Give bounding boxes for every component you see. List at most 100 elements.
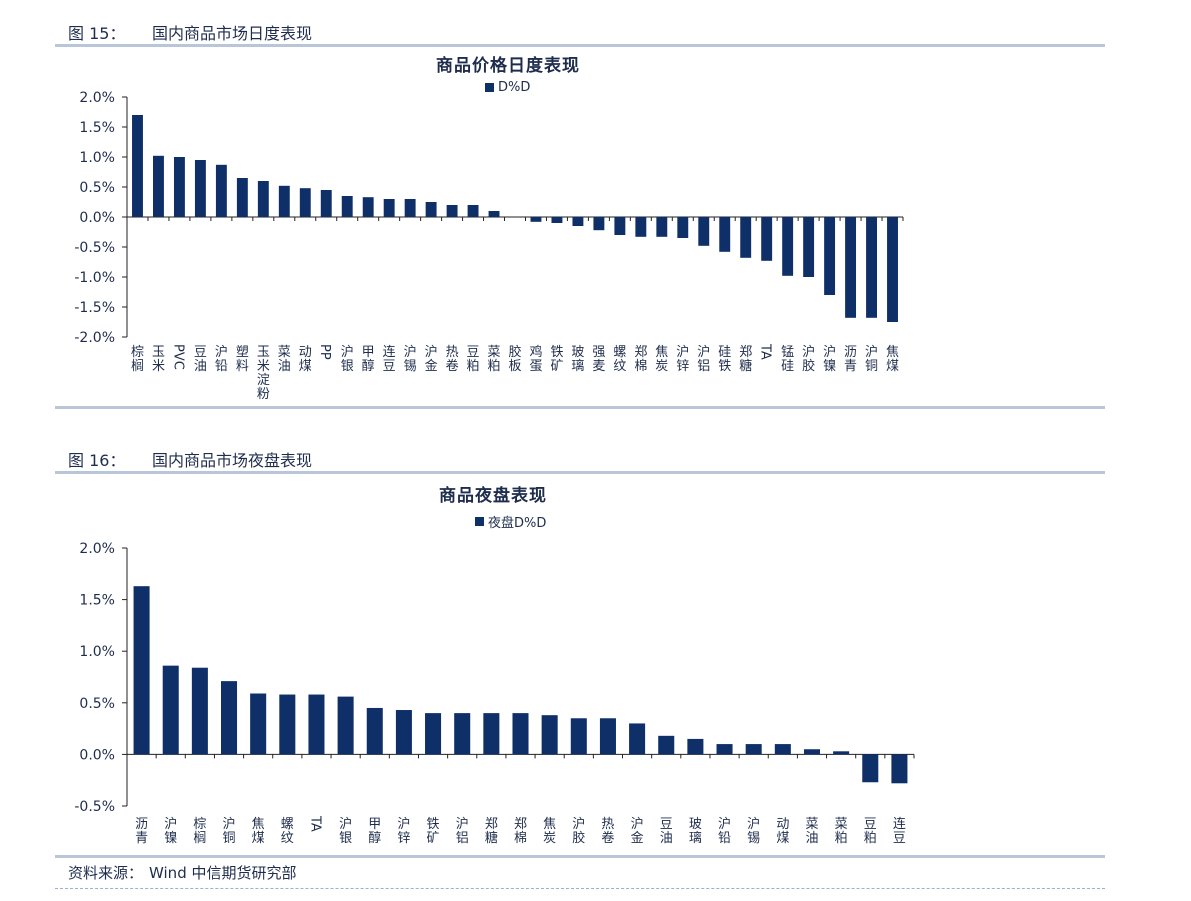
chart-2-bar (308, 694, 325, 755)
chart-1-bar (656, 217, 668, 237)
chart-2-title: 商品夜盘表现 (439, 486, 547, 506)
chart-2-legend: 夜盘D%D (475, 512, 546, 531)
chart-2-category-label: 甲醇 (368, 817, 381, 846)
chart-1-category-label: 焦炭 (655, 345, 668, 374)
chart-2-bar (570, 718, 587, 755)
chart-1-category-label: 菜粕 (488, 345, 501, 374)
chart-1-bar (425, 202, 437, 217)
chart-1-category-label: 玻璃 (571, 345, 584, 374)
chart-1-bar (446, 205, 458, 217)
chart-2-bar (454, 713, 471, 755)
chart-1-category-label: 沪胶 (802, 344, 815, 374)
chart-2-bar (687, 738, 704, 755)
chart-1-category-label: 沪锡 (404, 344, 417, 374)
chart-1-bar (173, 157, 185, 217)
chart-2-bar (891, 754, 908, 784)
chart-2-y-tick-label: 2.0% (79, 541, 115, 557)
chart-1-category-label: 焦煤 (886, 345, 899, 374)
chart-1-category-label: 沪铅 (215, 344, 228, 374)
chart-1-bar (593, 217, 605, 231)
chart-1-bar (803, 217, 815, 277)
chart-1-bar (383, 199, 395, 217)
chart-2-y-tick-label: 0.5% (79, 696, 115, 712)
chart-1-bar (845, 217, 857, 318)
chart-1-category-label: PVC (170, 344, 185, 370)
chart-2-bar (541, 715, 558, 755)
chart-1-category-label: 沥青 (844, 345, 857, 374)
chart-2-bar (599, 718, 616, 755)
chart-1-bar (635, 217, 647, 237)
chart-1-category-label: 甲醇 (362, 345, 375, 374)
chart-2-category-label: 豆粕 (864, 817, 877, 846)
chart-1-bar (320, 190, 332, 217)
chart-1-bar (824, 217, 836, 295)
source-label: 资料来源： (68, 864, 144, 882)
chart-2-legend-label: 夜盘D%D (488, 516, 547, 531)
chart-1-bar (362, 197, 374, 217)
chart-2-bar (162, 665, 179, 755)
chart-2-category-label: 沪锡 (747, 816, 760, 846)
chart-1-y-tick-label: -0.5% (74, 240, 115, 256)
source-value: Wind 中信期货研究部 (149, 864, 297, 882)
chart-1-category-label: 鸡蛋 (529, 344, 542, 374)
chart-2-bar (483, 713, 500, 755)
chart-2-category-label: 沥青 (135, 817, 148, 846)
chart-1-y-tick-label: -1.0% (74, 270, 115, 286)
chart-1-category-label: 棕榈 (131, 345, 144, 374)
chart-1-bar (299, 188, 311, 217)
chart-2-category-label: 玻璃 (689, 817, 702, 846)
chart-2-bar (658, 735, 675, 755)
chart-1-category-label: 硅铁 (718, 345, 731, 374)
chart-2-category-label: 沪胶 (572, 816, 585, 846)
chart-2-category-label: 焦炭 (543, 817, 556, 846)
chart-2-category-label: 动煤 (776, 817, 789, 846)
chart-1-category-label: 铁矿 (550, 345, 563, 374)
chart-1-legend-label: D%D (498, 80, 531, 95)
chart-2-bar (774, 744, 791, 755)
figure-15-bottom-rule (55, 406, 1105, 409)
chart-2-bar (745, 744, 762, 755)
chart-1-bar (530, 217, 542, 222)
chart-2-bar (279, 694, 296, 755)
chart-1-category-label: 豆油 (194, 345, 207, 374)
chart-1-category-label: 豆粕 (467, 345, 480, 374)
chart-1-category-label: TA (758, 343, 773, 360)
chart-1-bar (153, 155, 164, 217)
chart-2-category-label: 热卷 (601, 817, 614, 846)
chart-1-category-label: 强麦 (592, 345, 605, 374)
chart-2-category-label: 棕榈 (193, 817, 206, 846)
chart-1-legend: D%D (485, 80, 530, 95)
chart-1-bar (887, 217, 898, 322)
chart-1-category-label: 沪铜 (865, 344, 878, 374)
chart-2-bar (133, 586, 150, 755)
chart-1-category-label: 锰硅 (781, 345, 794, 374)
chart-1-category-label: 沪镍 (823, 344, 836, 374)
chart-1-category-label: 玉米淀粉 (257, 345, 270, 402)
chart-2-bar (425, 713, 442, 755)
chart-2-category-label: 沪锌 (397, 816, 410, 846)
chart-1-bar (698, 217, 710, 246)
chart-1-bar (866, 217, 877, 318)
chart-2-category-label: 螺纹 (281, 817, 294, 846)
chart-1-bar (719, 217, 731, 252)
chart-1-bar (614, 217, 626, 235)
chart-1-category-label: 郑棉 (634, 345, 647, 374)
chart-2-category-label: 沪镍 (164, 816, 177, 846)
chart-1-legend-swatch (485, 83, 494, 92)
chart-2-bar (716, 744, 733, 755)
chart-1-y-tick-label: 1.0% (79, 150, 115, 166)
chart-1-category-label: PP (317, 344, 332, 360)
chart-1-bar (404, 199, 416, 217)
chart-1-y-tick-label: 0.5% (79, 180, 115, 196)
chart-2-category-label: 豆油 (660, 817, 673, 846)
chart-1-bar (236, 178, 248, 217)
chart-2-bar (629, 723, 646, 755)
chart-2-bar (512, 713, 529, 755)
figure-15-label: 图 15： (68, 24, 126, 43)
chart-2-bar (862, 754, 879, 783)
figure-15-header: 图 15： 国内商品市场日度表现 (68, 20, 312, 44)
chart-2-category-label: 郑糖 (485, 817, 498, 846)
chart-1-bar (782, 217, 794, 276)
chart-2-y-tick-label: 1.5% (79, 593, 115, 609)
